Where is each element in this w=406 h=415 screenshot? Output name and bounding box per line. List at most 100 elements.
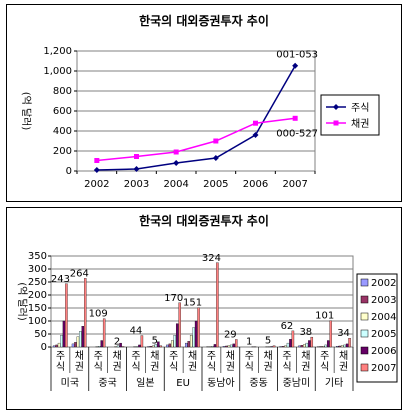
y-tick-label: 100 (28, 316, 47, 327)
legend-label: 2002 (371, 278, 396, 289)
bar (225, 345, 228, 348)
x-region-label: EU (176, 378, 190, 389)
x-tick-label: 2002 (84, 179, 109, 190)
data-label: 109 (89, 309, 108, 320)
data-label: 264 (70, 268, 89, 279)
legend-swatch (360, 278, 369, 287)
y-axis-title: (억 달러) (20, 92, 32, 131)
y-tick-label: 350 (28, 251, 47, 262)
bar (175, 323, 179, 348)
bar (308, 340, 311, 348)
bar-chart: 한국의 대외증권투자 추이 0 50 100 150 200 250 300 350 (억 달러… (16, 213, 398, 391)
data-point (133, 166, 140, 172)
data-label: 44 (130, 326, 143, 337)
bar (197, 307, 200, 348)
x-region-label: 미국 (61, 377, 79, 389)
bar (62, 320, 66, 348)
bar (319, 346, 323, 348)
data-point (253, 120, 258, 126)
bar (81, 326, 85, 348)
legend-swatch (360, 295, 369, 304)
legend-swatch (360, 346, 369, 355)
bar (345, 343, 349, 348)
bar (121, 346, 125, 348)
bar (166, 344, 169, 348)
y-tick-label: 0 (41, 342, 47, 353)
legend-swatch (360, 329, 369, 338)
data-label: 5 (265, 336, 271, 347)
data-label: 324 (202, 253, 221, 264)
x-region-label: 중남미 (283, 377, 311, 389)
x-region-label: 기타 (325, 377, 343, 389)
chart-title: 한국의 대외증권투자 추이 (139, 213, 269, 228)
bar (154, 344, 158, 348)
bar (213, 344, 217, 348)
bar (84, 278, 87, 348)
bar (192, 327, 195, 348)
bar (119, 342, 122, 348)
chart-title: 한국의 대외증권투자 추이 (139, 13, 269, 28)
bar (173, 335, 176, 348)
data-label: 34 (337, 328, 350, 339)
line-chart-panel: 한국의 대외증권투자 추이 0 200 400 600 800 1,000 1,200 200… (6, 4, 402, 202)
data-label: 2 (114, 336, 120, 347)
data-point (252, 132, 259, 138)
data-point (173, 160, 180, 166)
x-region-label: 중동 (249, 377, 267, 389)
bar (216, 262, 219, 348)
y-tick-label: 300 (28, 264, 47, 275)
data-label: 151 (183, 298, 202, 309)
bar (178, 302, 181, 348)
legend-label: 2003 (371, 295, 396, 306)
y-tick-label: 400 (53, 126, 72, 137)
x-tick-label: 2005 (203, 179, 228, 190)
bar (79, 331, 82, 348)
data-label: 101 (315, 311, 334, 322)
data-point (94, 158, 100, 163)
legend-box (320, 94, 380, 136)
bar (147, 346, 150, 348)
bar (305, 342, 309, 348)
x-region-label: 동남아 (207, 377, 235, 389)
x-tick-label: 2006 (243, 179, 268, 190)
bar (189, 335, 193, 348)
data-point (93, 167, 100, 173)
bar (291, 330, 295, 348)
bar (55, 344, 58, 348)
bar (102, 318, 106, 348)
bar (326, 340, 330, 348)
bar (74, 342, 77, 348)
bar (211, 346, 214, 348)
bar (300, 345, 304, 348)
y-tick-label: 200 (28, 290, 47, 301)
bar (71, 343, 75, 348)
bar (340, 345, 344, 348)
x-tick-label: 2007 (282, 179, 307, 190)
series-line (96, 117, 296, 162)
bar (185, 342, 188, 348)
bar (168, 343, 172, 348)
data-point (173, 149, 179, 155)
bar (222, 346, 226, 348)
bar (232, 343, 236, 348)
bar (116, 345, 120, 348)
bar (57, 342, 61, 348)
bar (279, 346, 282, 348)
bar (171, 340, 174, 348)
bar (281, 346, 285, 348)
bar (227, 345, 231, 348)
x-region-label: 중국 (98, 377, 116, 389)
y-tick-label: 0 (66, 166, 72, 177)
bar (152, 345, 155, 348)
bar (230, 344, 233, 348)
bar (65, 283, 68, 348)
bar (235, 339, 238, 348)
data-label: 62 (281, 321, 294, 332)
